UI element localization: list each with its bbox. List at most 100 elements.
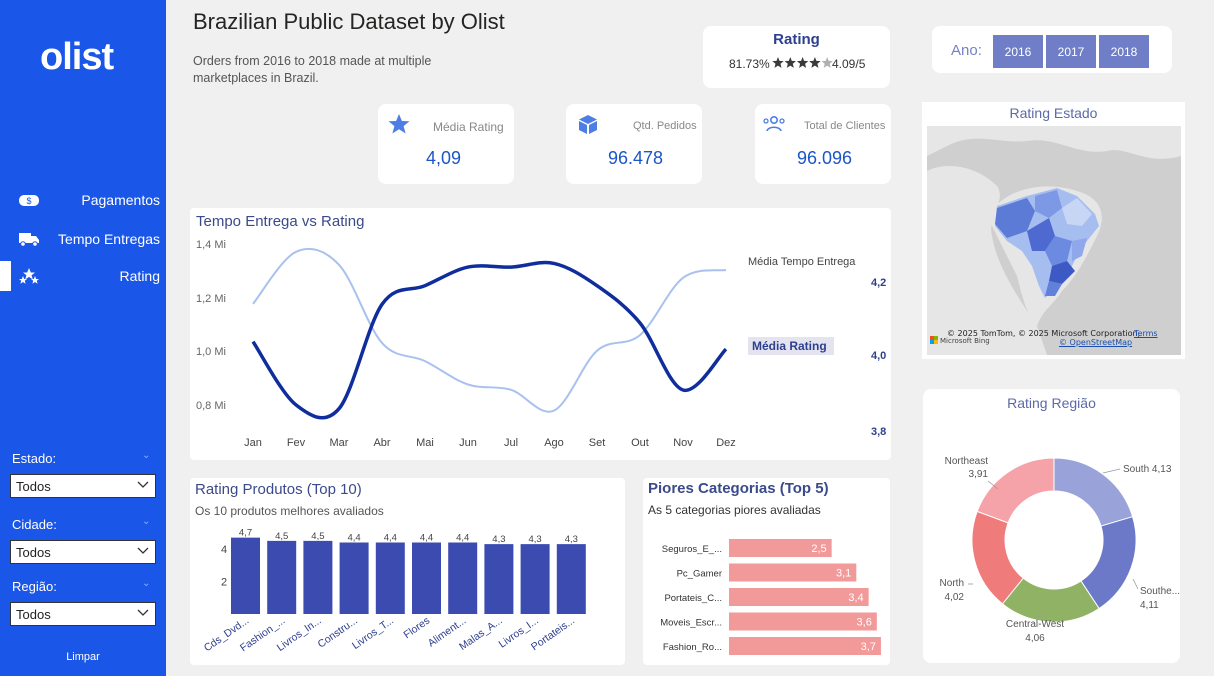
- bar-value-label: 3,4: [848, 592, 863, 604]
- chevron-down-icon[interactable]: ⌄: [142, 450, 151, 461]
- star-icon: [796, 57, 809, 68]
- chevron-down-icon[interactable]: ⌄: [142, 516, 151, 527]
- chart-title: Rating Região: [1007, 395, 1096, 411]
- chart-title: Rating Produtos (Top 10): [195, 481, 362, 498]
- series-label-bg: [748, 337, 834, 355]
- donut-slice[interactable]: [1053, 457, 1134, 527]
- star-icon: [388, 114, 410, 134]
- x-tick-label: Mar: [330, 437, 349, 449]
- kpi-value: 4,09: [426, 148, 462, 168]
- nav-rating[interactable]: Rating: [0, 261, 166, 291]
- nav-label: Rating: [119, 268, 160, 284]
- slice-label: Central-West: [1006, 619, 1064, 630]
- slice-label: 3,91: [969, 469, 989, 480]
- cidade-select[interactable]: Todos: [10, 540, 156, 564]
- bar[interactable]: [412, 542, 441, 615]
- map-view[interactable]: © 2025 TomTom, © 2025 Microsoft Corporat…: [927, 126, 1181, 355]
- y-tick-label: 4: [221, 544, 227, 556]
- chart-title: Tempo Entrega vs Rating: [196, 213, 365, 230]
- kpi-label: Total de Clientes: [804, 120, 886, 132]
- slice-label: 4,11: [1140, 600, 1159, 611]
- series-line-tempo-entrega: [252, 247, 727, 413]
- estado-select[interactable]: Todos: [10, 474, 156, 498]
- kpi-total-clientes: Total de Clientes 96.096: [755, 104, 891, 184]
- bar-value-label: 2,5: [811, 543, 826, 555]
- bing-brand: Microsoft Bing: [940, 337, 990, 345]
- kpi-media-rating: Média Rating 4,09: [378, 104, 514, 184]
- map-copyright: © 2025 TomTom, © 2025 Microsoft Corporat…: [947, 329, 1141, 338]
- nav-pagamentos[interactable]: $ Pagamentos: [0, 185, 166, 215]
- category-label: Portateis_C...: [664, 593, 722, 604]
- chart-subtitle: As 5 categorias piores avaliadas: [648, 503, 821, 517]
- kpi-label: Qtd. Pedidos: [633, 120, 697, 132]
- bar[interactable]: [520, 544, 550, 614]
- bar[interactable]: [729, 539, 832, 557]
- dollar-icon: $: [19, 195, 39, 206]
- bar[interactable]: [231, 537, 260, 614]
- rating-regiao-card: Rating Região South 4,13 Southe... 4,11 Cen…: [923, 389, 1180, 663]
- leader-line: [987, 480, 999, 490]
- year-2018-button[interactable]: 2018: [1099, 35, 1149, 68]
- bar[interactable]: [729, 637, 881, 655]
- year-2016-button[interactable]: 2016: [993, 35, 1043, 68]
- slice-label: Southe...: [1140, 586, 1180, 597]
- y-right-tick-label: 4,0: [871, 350, 886, 362]
- map-osm-link[interactable]: © OpenStreetMap: [1059, 338, 1133, 347]
- chevron-down-icon[interactable]: ⌄: [142, 578, 151, 589]
- bar[interactable]: [729, 612, 877, 631]
- chevron-down-icon: [137, 609, 149, 616]
- bar[interactable]: [729, 588, 869, 606]
- svg-text:$: $: [26, 196, 31, 206]
- bar[interactable]: [303, 540, 333, 614]
- year-2017-button[interactable]: 2017: [1046, 35, 1096, 68]
- year-filter-label: Ano:: [951, 42, 982, 59]
- kpi-value: 96.096: [797, 148, 853, 168]
- bar[interactable]: [375, 542, 405, 615]
- bar-value-label: 4,4: [456, 533, 469, 544]
- series-label-tempo-entrega: Média Tempo Entrega: [748, 256, 856, 268]
- bar-value-label: 4,5: [275, 531, 288, 542]
- bar[interactable]: [448, 542, 478, 615]
- leader-line: [1037, 613, 1042, 618]
- filter-regiao-label: Região:: [12, 579, 57, 594]
- slice-label: Northeast: [945, 456, 989, 467]
- x-tick-label: Jan: [244, 437, 262, 449]
- bar-value-label: 4,4: [347, 533, 360, 544]
- bar-value-label: 4,4: [420, 533, 433, 544]
- y-right-tick-label: 4,2: [871, 277, 886, 289]
- map-canvas: [927, 126, 1181, 355]
- customers-icon: [763, 115, 785, 132]
- star-icon: [772, 57, 784, 68]
- line-chart: 1,4 Mi 1,2 Mi 1,0 Mi 0,8 Mi 4,2 4,0 3,8 Jan Fev M…: [196, 239, 886, 449]
- regiao-select[interactable]: Todos: [10, 602, 156, 626]
- bar-value-label: 4,4: [384, 533, 397, 544]
- bar[interactable]: [267, 540, 297, 614]
- rating-percent: 81.73%: [729, 57, 770, 71]
- donut-slice[interactable]: [976, 457, 1055, 524]
- microsoft-logo-icon: [930, 336, 938, 344]
- bar[interactable]: [484, 544, 514, 614]
- rating-summary-card: Rating 81.73% 4.09/5: [703, 26, 890, 88]
- star-icon: [784, 57, 796, 68]
- x-tick-label: Abr: [373, 437, 390, 449]
- bar[interactable]: [339, 542, 369, 615]
- bar-value-label: 4,3: [528, 534, 541, 545]
- y-left-tick-label: 1,2 Mi: [196, 293, 226, 305]
- bar[interactable]: [556, 544, 586, 614]
- category-label: Fashion_Ro...: [663, 642, 722, 653]
- chevron-down-icon: [137, 481, 149, 488]
- rating-produtos-card: Rating Produtos (Top 10) Os 10 produtos …: [190, 478, 625, 665]
- nav-label: Pagamentos: [81, 192, 160, 208]
- nav-tempo-entregas[interactable]: Tempo Entregas: [0, 224, 166, 254]
- nav-label: Tempo Entregas: [58, 231, 160, 247]
- bar-chart: 424,7Cds_Dvd...4,5Fashion_...4,5Livros_I…: [202, 528, 586, 654]
- map-terms-link[interactable]: Terms: [1134, 329, 1158, 338]
- clear-filters-button[interactable]: Limpar: [66, 651, 100, 663]
- x-tick-label: Jul: [504, 437, 518, 449]
- chevron-down-icon: [137, 547, 149, 554]
- category-label: Moveis_Escr...: [660, 618, 722, 629]
- bar[interactable]: [729, 563, 857, 582]
- series-line-media-rating: [251, 260, 728, 420]
- rating-estado-card: Rating Estado © 2025 TomTom, © 2025 Micr…: [922, 102, 1185, 359]
- x-tick-label: Out: [631, 437, 649, 449]
